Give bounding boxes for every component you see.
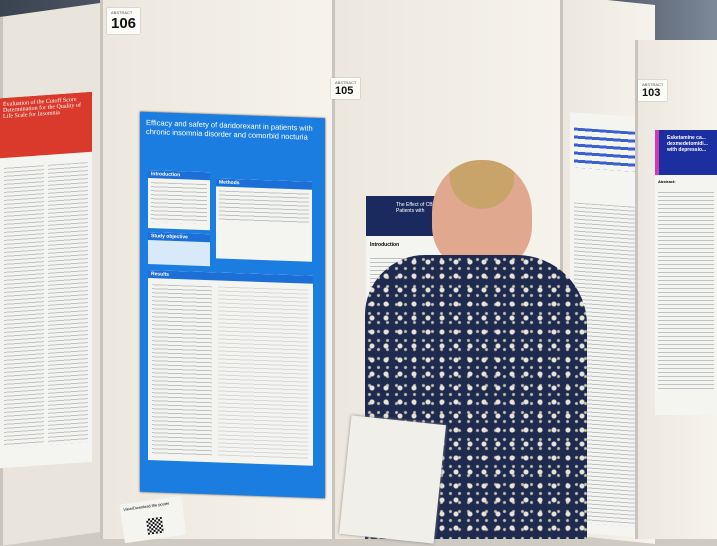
booth-number-103: ABSTRACT 103 — [638, 80, 668, 101]
person-head — [432, 160, 532, 270]
poster-103-title: Esketamine ca... dexmedetomidi... with d… — [655, 130, 717, 175]
poster-106-title: Efficacy and safety of daridorexant in p… — [146, 117, 313, 142]
section-study-objective: Study objective — [148, 232, 210, 243]
qr-code[interactable] — [145, 516, 164, 535]
section-introduction: Introduction — [370, 242, 400, 248]
poster-106: Efficacy and safety of daridorexant in p… — [140, 111, 325, 499]
booth-number-105: ABSTRACT 105 — [331, 78, 361, 99]
booth-number-106: ABSTRACT 106 — [107, 8, 141, 34]
left-poster: Evaluation of the Cutoff Score Determina… — [0, 91, 92, 469]
tote-bag — [339, 415, 446, 544]
left-poster-title: Evaluation of the Cutoff Score Determina… — [0, 91, 92, 159]
poster-105-title: The Effect of CBT-I on — [396, 202, 446, 208]
section-methods: Methods — [216, 178, 312, 190]
abstract-heading: Abstract: — [658, 179, 676, 184]
poster-105-subtitle: Patients with — [396, 208, 425, 214]
section-results: Results — [148, 270, 313, 284]
poster-103: Esketamine ca... dexmedetomidi... with d… — [655, 130, 717, 415]
section-introduction: Introduction — [148, 170, 210, 181]
